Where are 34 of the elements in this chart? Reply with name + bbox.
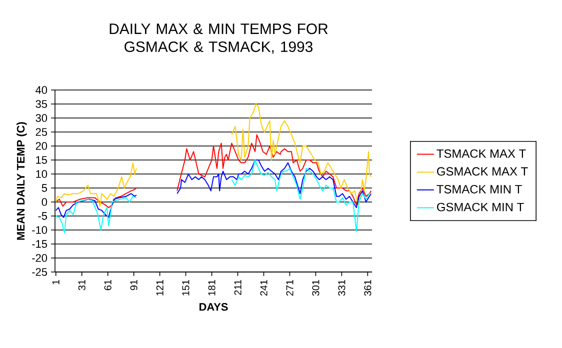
y-tick-label: 25: [36, 128, 48, 136]
x-tick-label: 361: [364, 280, 372, 296]
y-tick-label: -15: [32, 240, 48, 248]
legend-label: GSMACK MIN T: [437, 202, 524, 212]
y-tick-label: -5: [38, 212, 48, 220]
chart-title: DAILY MAX & MIN TEMPS FOR GSMACK & TSMACK, 1993: [110, 24, 328, 54]
legend-label: TSMACK MIN T: [436, 185, 522, 194]
legend-label: TSMACK MAX T: [436, 149, 526, 158]
x-tick-label: 91: [130, 280, 138, 290]
x-tick-label: 1: [52, 280, 60, 284]
x-tick-label: 331: [338, 280, 346, 296]
y-tick-label: -10: [32, 226, 48, 234]
y-axis-title: MEAN DAILY TEMP (C): [16, 122, 27, 240]
y-tick-label: 0: [42, 198, 48, 206]
y-tick-label: 20: [36, 142, 48, 150]
x-tick-label: 211: [234, 280, 242, 295]
y-tick-label: 40: [36, 86, 48, 94]
y-tick-label: -25: [32, 268, 48, 276]
y-tick-label: 10: [36, 170, 48, 178]
x-tick-label: 241: [260, 280, 268, 296]
x-tick-label: 181: [208, 280, 216, 296]
x-tick-label: 271: [286, 280, 294, 296]
y-tick-label: -20: [32, 254, 48, 262]
y-tick-label: 15: [36, 156, 48, 164]
y-tick-label: 35: [36, 100, 48, 108]
y-tick-label: 5: [42, 184, 48, 192]
x-tick-label: 151: [182, 280, 190, 296]
legend-label: GSMACK MAX T: [437, 167, 528, 176]
x-tick-label: 301: [312, 280, 320, 296]
x-tick-label: 121: [156, 280, 164, 296]
x-axis-title: DAYS: [200, 302, 228, 311]
x-tick-label: 31: [78, 280, 86, 290]
x-tick-label: 61: [104, 280, 112, 290]
y-tick-label: 30: [36, 114, 48, 122]
